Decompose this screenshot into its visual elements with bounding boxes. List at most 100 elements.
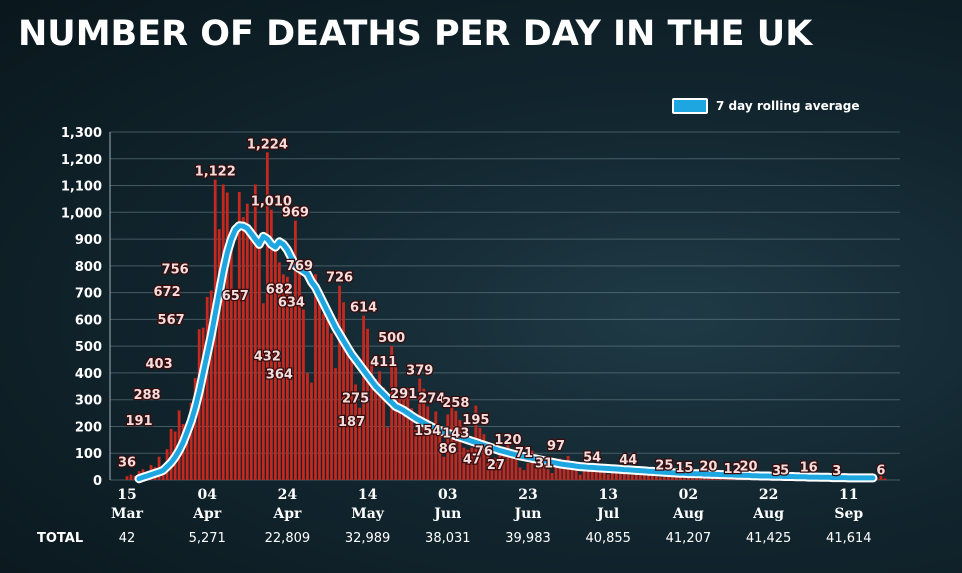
- bar: [382, 387, 386, 480]
- bar: [518, 467, 522, 480]
- x-tick-month: Apr: [192, 506, 222, 522]
- bar: [438, 428, 442, 480]
- bar: [306, 372, 309, 480]
- x-tick-day: 23: [518, 487, 537, 503]
- bar: [430, 423, 434, 480]
- bar: [209, 290, 213, 480]
- bar: [245, 203, 249, 481]
- bar: [410, 408, 414, 480]
- x-tick-day: 15: [117, 487, 136, 503]
- bar: [169, 428, 173, 480]
- running-total: 39,983: [505, 531, 551, 546]
- data-label: 614: [350, 301, 377, 316]
- x-tick-day: 24: [278, 487, 298, 503]
- y-tick-label: 600: [75, 313, 102, 328]
- bar: [719, 478, 722, 480]
- bar: [277, 262, 281, 480]
- bar: [269, 209, 273, 480]
- bar: [578, 474, 582, 480]
- bar: [554, 464, 558, 480]
- data-label: 1,122: [195, 165, 236, 180]
- bar: [298, 267, 301, 480]
- running-total: 5,271: [189, 531, 226, 546]
- running-total: 41,614: [826, 531, 872, 546]
- bar: [241, 217, 245, 480]
- x-tick-month: Jun: [513, 506, 542, 522]
- bar: [261, 303, 265, 480]
- bar: [482, 434, 486, 480]
- data-label: 1,010: [251, 195, 292, 210]
- data-label: 756: [162, 263, 189, 278]
- bar: [330, 333, 333, 480]
- bar: [514, 455, 518, 480]
- bar: [458, 420, 462, 480]
- bar: [125, 476, 129, 480]
- bar: [494, 457, 498, 480]
- data-label: 3: [832, 464, 841, 479]
- data-label: 6: [876, 463, 885, 478]
- bar: [614, 469, 618, 480]
- data-label: 411: [370, 355, 397, 370]
- bar: [522, 470, 526, 480]
- data-label: 672: [154, 285, 181, 300]
- y-tick-label: 0: [93, 474, 102, 489]
- bar: [386, 427, 390, 480]
- data-label: 379: [406, 364, 433, 379]
- bar: [586, 465, 590, 480]
- bar: [201, 327, 205, 480]
- bar: [362, 315, 365, 480]
- bar: [466, 449, 470, 480]
- bar: [598, 465, 602, 480]
- bar: [129, 474, 133, 480]
- bar: [281, 274, 285, 480]
- x-tick-day: 02: [679, 487, 698, 503]
- y-tick-label: 800: [75, 260, 102, 275]
- bar: [310, 382, 313, 480]
- data-label: 187: [338, 415, 365, 430]
- data-label: 195: [462, 413, 489, 428]
- bar: [450, 399, 454, 480]
- data-label: 258: [442, 396, 469, 411]
- bar: [538, 458, 542, 480]
- bar: [650, 473, 654, 480]
- bar: [257, 248, 261, 480]
- bar: [883, 478, 887, 480]
- bar: [185, 431, 189, 480]
- data-label: 500: [378, 331, 405, 346]
- y-tick-label: 1,300: [61, 126, 102, 141]
- legend: 7 day rolling average: [672, 98, 859, 114]
- y-tick-label: 900: [75, 233, 102, 248]
- data-label: 769: [286, 259, 313, 274]
- data-label: 120: [494, 433, 521, 448]
- bar: [406, 387, 410, 480]
- bar: [602, 472, 606, 480]
- data-label: 44: [619, 453, 637, 468]
- bar: [193, 378, 197, 480]
- x-tick-month: Aug: [752, 506, 784, 522]
- y-tick-label: 1,100: [61, 180, 102, 195]
- data-label: 36: [118, 455, 136, 470]
- bar: [550, 473, 554, 480]
- bar: [354, 384, 357, 480]
- bar: [642, 474, 646, 480]
- x-tick-month: Sep: [834, 506, 863, 522]
- bar: [478, 427, 482, 480]
- x-tick-day: 03: [438, 487, 457, 503]
- bar: [879, 475, 883, 480]
- bar: [342, 302, 345, 480]
- running-total: 41,207: [666, 531, 712, 546]
- bar: [426, 406, 430, 480]
- legend-swatch-rolling-average: [672, 98, 708, 114]
- data-label: 191: [125, 414, 152, 429]
- bar: [422, 388, 426, 480]
- bar: [302, 309, 305, 480]
- data-label: 76: [475, 445, 493, 460]
- bar: [594, 469, 598, 480]
- bar: [217, 229, 221, 480]
- bar: [570, 466, 574, 480]
- bar: [366, 328, 370, 480]
- x-tick-month: May: [351, 506, 385, 522]
- data-label: 567: [158, 313, 185, 328]
- bar: [658, 477, 662, 480]
- data-label: 54: [583, 451, 601, 466]
